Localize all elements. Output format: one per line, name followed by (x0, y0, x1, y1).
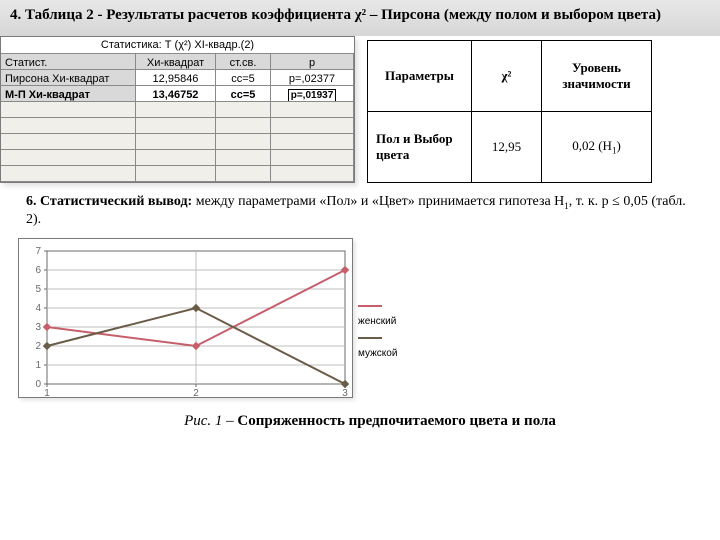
stats-screenshot: Статистика: Т (χ²) ΧΙ-квадр.(2) Статист.… (0, 36, 355, 183)
svg-text:1: 1 (44, 388, 50, 398)
conclusion: 6. Статистический вывод: между параметра… (0, 183, 720, 235)
svg-text:7: 7 (35, 246, 41, 257)
page-title: 4. Таблица 2 - Результаты расчетов коэфф… (0, 0, 720, 36)
upper-row: Статистика: Т (χ²) ΧΙ-квадр.(2) Статист.… (0, 36, 720, 183)
legend-swatch-male (358, 337, 382, 339)
param-row-lvl: 0,02 (Н1) (542, 111, 652, 182)
svg-text:0: 0 (35, 379, 41, 390)
param-h3: Уровень значимости (542, 40, 652, 111)
svg-text:5: 5 (35, 284, 41, 295)
legend-item-female: женский (358, 298, 397, 330)
line-chart: 01234567123 (18, 238, 353, 398)
stats-caption-partial: Статистика: Т (χ²) ΧΙ-квадр.(2) (1, 37, 354, 54)
svg-text:3: 3 (342, 388, 348, 398)
param-row-label: Пол и Выбор цвета (368, 111, 472, 182)
svg-text:6: 6 (35, 265, 41, 276)
param-h1: Параметры (368, 40, 472, 111)
param-h2: χ² (472, 40, 542, 111)
svg-text:4: 4 (35, 303, 41, 314)
stats-grid: Статист.Хи-квадратст.св.pПирсона Хи-квад… (1, 54, 354, 182)
legend-item-male: мужской (358, 330, 397, 362)
chart-legend: женский мужской (358, 298, 397, 362)
svg-text:3: 3 (35, 322, 41, 333)
param-table: Параметры χ² Уровень значимости Пол и Вы… (367, 40, 652, 183)
svg-text:2: 2 (193, 388, 199, 398)
legend-swatch-female (358, 305, 382, 307)
svg-text:1: 1 (35, 360, 41, 371)
figure-caption: Рис. 1 – Сопряженность предпочитаемого ц… (140, 412, 600, 432)
chart-area: 01234567123 женский мужской (18, 238, 353, 398)
param-row-chi: 12,95 (472, 111, 542, 182)
svg-text:2: 2 (35, 341, 41, 352)
